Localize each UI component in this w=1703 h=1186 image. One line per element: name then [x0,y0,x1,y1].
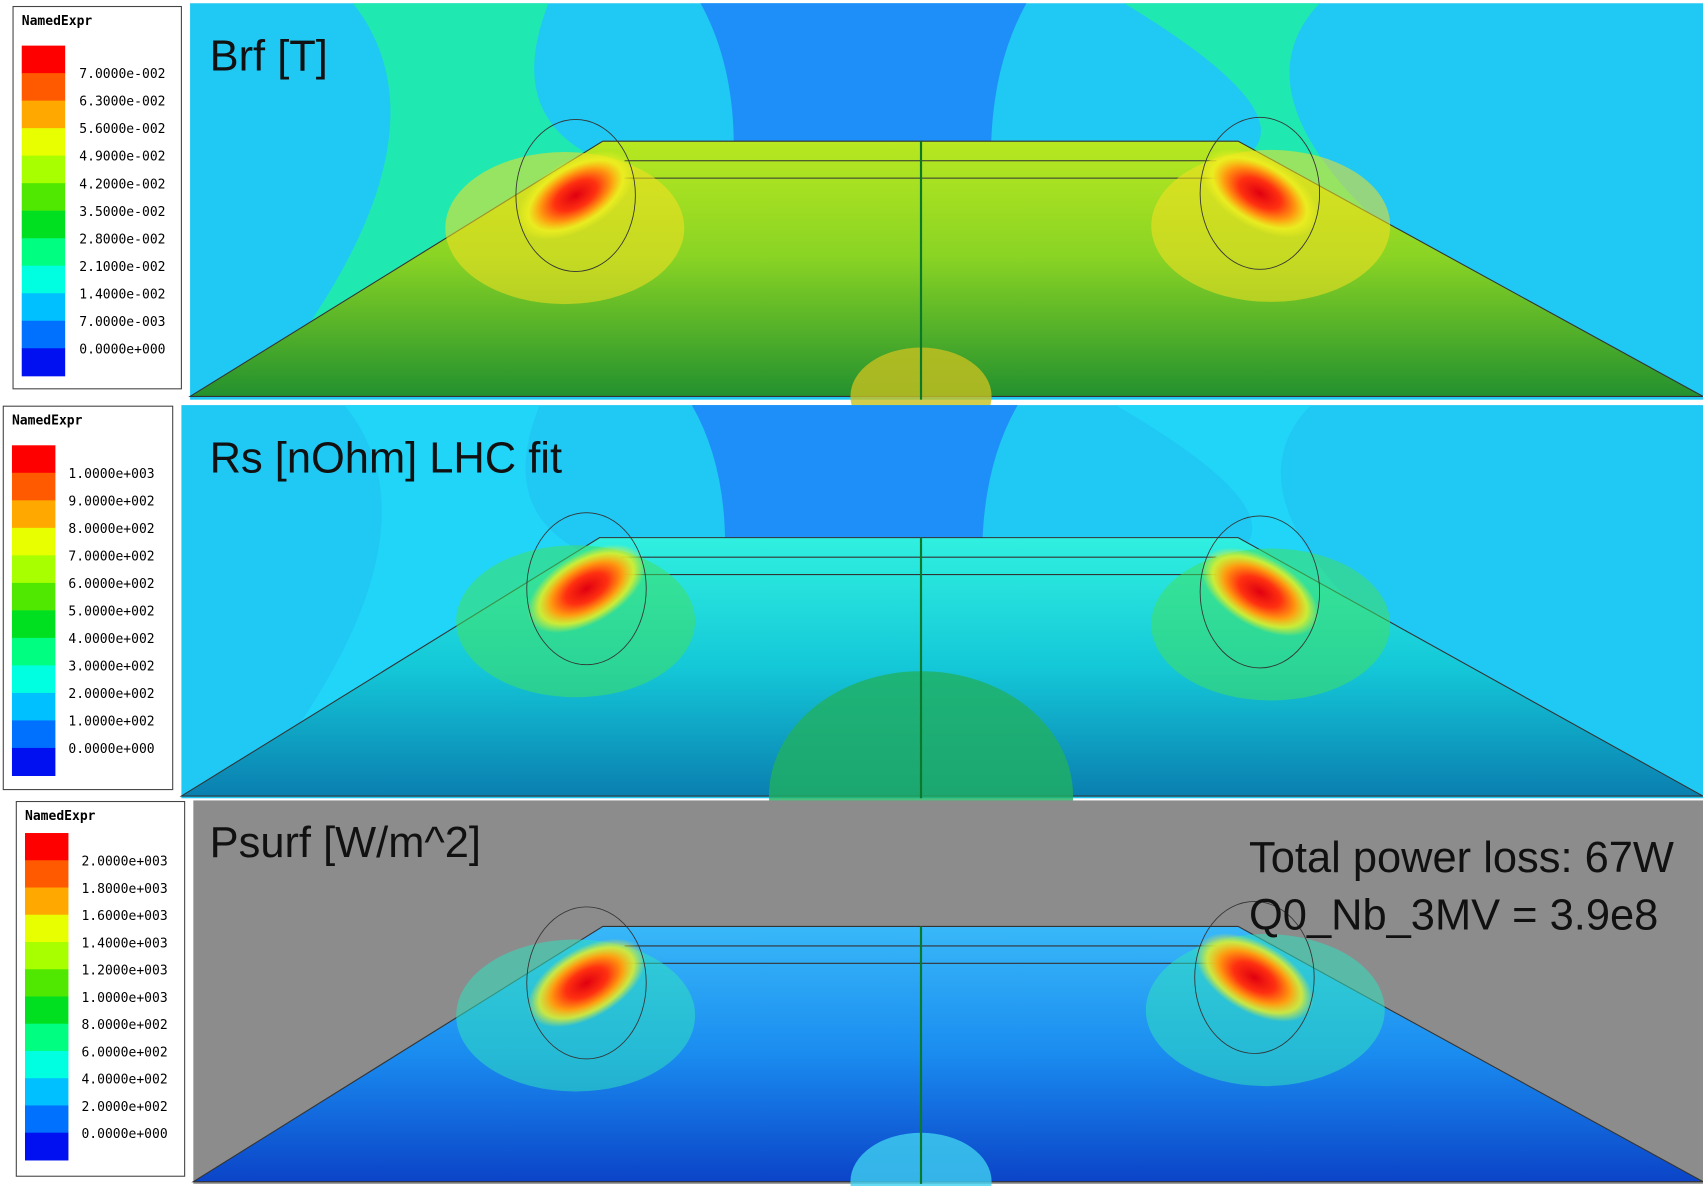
legend-swatch [12,610,55,638]
legend-label: 7.0000e+002 [68,549,154,564]
legend-label: 4.0000e+002 [68,632,154,647]
legend-title: NamedExpr [25,809,96,824]
legend-label: 0.0000e+000 [81,1127,167,1142]
legend-label: 2.8000e-002 [79,232,165,247]
legend-label: 0.0000e+000 [79,342,165,357]
legend-label: 1.4000e+003 [81,936,167,951]
legend-label: 2.0000e+002 [68,687,154,702]
panel: NamedExpr 7.0000e-002 6.3000e-002 5.6000e-0… [13,3,1703,445]
legend-label: 5.0000e+002 [68,604,154,619]
legend-label: 4.2000e-002 [79,177,165,192]
legend-label: 2.1000e-002 [79,260,165,275]
legend-label: 2.0000e+002 [81,1100,167,1115]
legend-label: 0.0000e+000 [68,742,154,757]
legend-swatch [25,833,68,861]
legend-label: 1.8000e+003 [81,882,167,897]
legend-swatch [25,1051,68,1079]
legend-swatch [22,321,65,349]
legend-swatch [12,500,55,528]
legend-label: 1.0000e+003 [81,991,167,1006]
legend-swatch [25,915,68,943]
legend-swatch [22,211,65,239]
legend-title: NamedExpr [12,414,83,429]
legend-swatch [22,293,65,321]
legend-swatch [12,583,55,611]
legend-swatch [22,266,65,294]
legend-swatch [12,665,55,693]
legend-label: 4.0000e+002 [81,1073,167,1088]
legend-swatch [25,996,68,1024]
legend-swatch [25,1078,68,1106]
legend-swatch [25,1133,68,1161]
legend-label: 5.6000e-002 [79,122,165,137]
legend-label: 1.4000e-002 [79,287,165,302]
legend-label: 6.0000e+002 [81,1045,167,1060]
legend-swatch [25,969,68,997]
legend-swatch [22,128,65,156]
legend-label: 8.0000e+002 [68,522,154,537]
legend-swatch [22,156,65,184]
legend-label: 4.9000e-002 [79,150,165,165]
legend-label: 1.0000e+002 [68,715,154,730]
legend-label: 7.0000e-003 [79,315,165,330]
legend-swatch [22,46,65,74]
legend-label: 3.0000e+002 [68,659,154,674]
page: NamedExpr 7.0000e-002 6.3000e-002 5.6000e-0… [0,0,1703,1186]
legend-swatch [22,101,65,129]
panel-title: Brf [T] [210,33,328,81]
legend-swatch [12,473,55,501]
legend-label: 3.5000e-002 [79,205,165,220]
legend-label: 1.2000e+003 [81,964,167,979]
legend-label: 8.0000e+002 [81,1018,167,1033]
legend-label: 6.0000e+002 [68,577,154,592]
legend-swatch [12,748,55,776]
legend-label: 6.3000e-002 [79,95,165,110]
legend-swatch [25,942,68,970]
legend-swatch [25,888,68,916]
legend-swatch [12,445,55,473]
legend-swatch [12,638,55,666]
legend-label: 1.0000e+003 [68,467,154,482]
legend-swatch [25,1024,68,1052]
legend-swatch [12,693,55,721]
legend-swatch [12,528,55,556]
legend-label: 2.0000e+003 [81,855,167,870]
annotation: Q0_Nb_3MV = 3.9e8 [1249,892,1658,940]
legend-swatch [22,73,65,101]
legend-title: NamedExpr [22,14,93,29]
panel-title: Psurf [W/m^2] [210,819,481,867]
legend-swatch [25,1105,68,1133]
legend-swatch [22,183,65,211]
legend-label: 7.0000e-002 [79,67,165,82]
legend-label: 1.6000e+003 [81,909,167,924]
legend-swatch [22,348,65,376]
legend-swatch [22,238,65,266]
legend-swatch [12,720,55,748]
panel-title: Rs [nOhm] LHC fit [210,434,562,482]
annotation: Total power loss: 67W [1249,834,1674,882]
legend-label: 9.0000e+002 [68,494,154,509]
screenshot: NamedExpr 7.0000e-002 6.3000e-002 5.6000e-0… [0,0,1703,1186]
legend-swatch [12,555,55,583]
legend-swatch [25,860,68,888]
